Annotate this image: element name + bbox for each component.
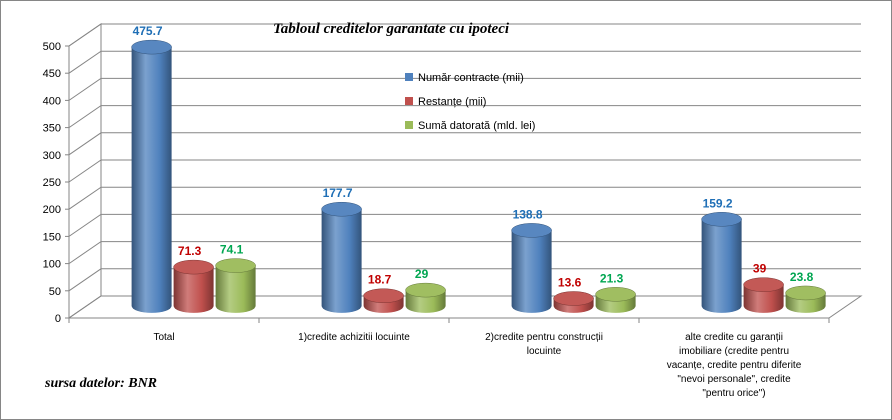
bar [785,285,826,313]
bar [363,288,404,313]
gridline [68,23,861,47]
bar [173,259,214,313]
bar-top [173,259,214,275]
bar-body [701,219,742,313]
legend-swatch [405,121,413,129]
gridline [68,77,861,101]
chart-title: Tabloul creditelor garantate cu ipoteci [273,21,510,37]
legend-entry: Restanțe (mii) [418,96,486,108]
bar-top [553,291,594,306]
bar-top [215,258,256,273]
gridline [68,159,861,183]
bar-top [743,277,784,292]
gridline [68,105,861,129]
y-tick-label: 450 [43,68,61,80]
bar-body [131,47,172,313]
bar [743,277,784,313]
bar-top [595,287,636,302]
bar-top [405,282,446,298]
y-axis: 0 50 100 150 200 250 300 350 400 450 500 [43,41,70,325]
bar [553,291,594,313]
bar-top [785,285,826,301]
data-label: 71.3 [178,244,202,258]
bar [321,201,362,313]
y-tick-label: 500 [43,41,61,53]
bar [405,282,446,313]
bar-body [215,265,256,313]
data-label: 74.1 [220,243,244,257]
category-label: Total [153,332,174,343]
legend-swatch [405,73,413,81]
bar-top [701,212,742,227]
data-label: 475.7 [133,24,163,38]
bar-body [173,267,214,313]
x-axis: Total 1)credite achizitii locuinte 2)credi… [68,317,830,399]
y-tick-label: 250 [43,177,61,189]
y-tick-label: 0 [55,313,61,325]
data-label: 138.8 [513,207,543,221]
category-label: 2)credite pentru construcții locuinte [485,332,603,357]
y-tick-label: 50 [49,286,61,298]
bar-body [743,284,784,313]
y-tick-label: 100 [43,259,61,271]
y-tick-label: 200 [43,204,61,216]
bar-body [321,209,362,313]
legend-swatch [405,97,413,105]
data-label: 177.7 [323,186,353,200]
data-label: 39 [753,262,767,276]
gridlines [68,23,861,319]
gridline [68,213,861,237]
data-labels: 475.7 71.3 74.1 177.7 18.7 29 138.8 13.6 21.3 159… [133,24,814,289]
gridline [68,268,861,292]
bar-top [321,201,362,217]
data-label: 23.8 [790,270,814,284]
bar-top [511,223,552,238]
gridline [68,241,861,265]
data-label: 13.6 [558,276,582,290]
category-label: 1)credite achizitii locuinte [298,332,410,343]
data-label: 29 [415,267,429,281]
gridline [68,132,861,156]
legend-entry: Număr contracte (mii) [418,72,524,84]
bar [595,287,636,313]
bar [511,223,552,313]
source-note: sursa datelor: BNR [44,376,157,391]
y-tick-label: 150 [43,231,61,243]
bar [131,39,172,313]
bar-top [131,39,172,55]
y-tick-label: 300 [43,150,61,162]
data-label: 18.7 [368,273,392,287]
gridline [68,186,861,210]
data-label: 21.3 [600,271,624,285]
y-tick-label: 350 [43,123,61,135]
legend: Număr contracte (mii) Restanțe (mii) Sumă … [405,72,535,132]
data-label: 159.2 [703,196,733,210]
bars [131,39,826,313]
category-label: alte credite cu garanții imobiliare (cred… [667,332,802,399]
bar-body [511,230,552,313]
legend-entry: Sumă datorată (mld. lei) [418,120,535,132]
bar-top [363,288,404,303]
gridline [68,50,861,74]
bar [701,212,742,313]
bar [215,258,256,313]
y-tick-label: 400 [43,95,61,107]
